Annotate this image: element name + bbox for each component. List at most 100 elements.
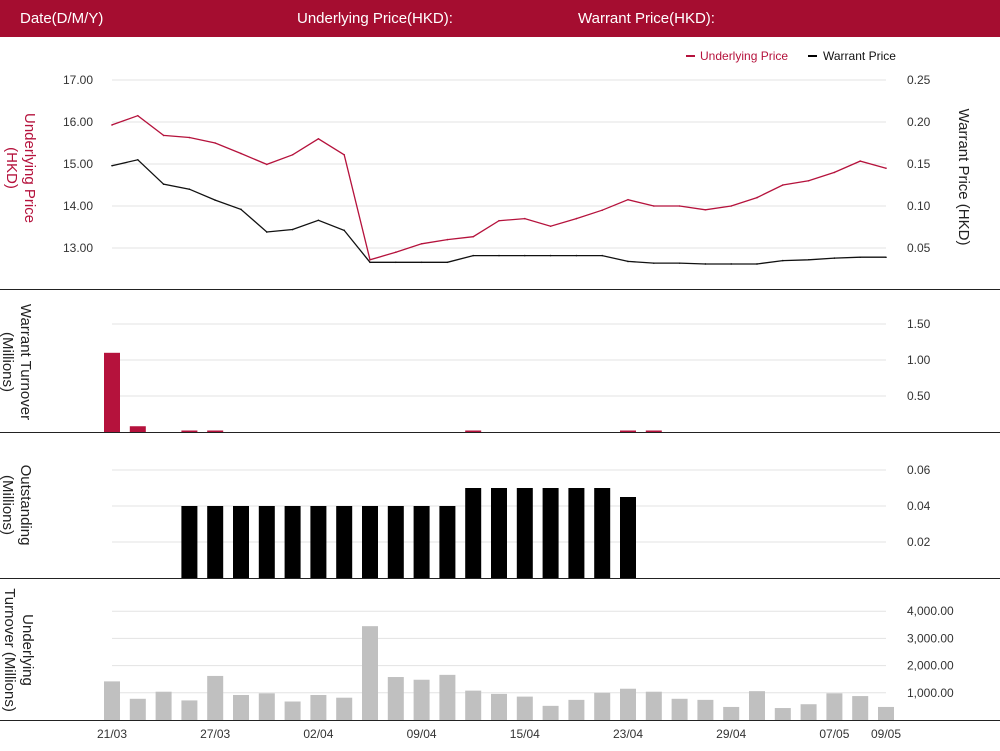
underlying-turnover-bar bbox=[645, 691, 662, 720]
underlying-turnover-axis-title-line: Underlying bbox=[19, 614, 36, 686]
legend-warrant-label: Warrant Price bbox=[823, 49, 896, 63]
outstanding-bar bbox=[542, 488, 559, 578]
underlying-price-point bbox=[549, 225, 552, 227]
left-axis-tick-label: 15.00 bbox=[63, 157, 93, 171]
warrant-turnover-tick-label: 0.50 bbox=[907, 389, 931, 403]
underlying-turnover-bar bbox=[800, 704, 817, 720]
underlying-turnover-panel: 1,000.00 2,000.00 3,000.00 4,000.00 Underlyi… bbox=[0, 588, 1000, 721]
warrant-price-point bbox=[756, 263, 758, 265]
underlying-price-point bbox=[859, 160, 861, 162]
underlying-price-point bbox=[756, 196, 758, 199]
x-axis-tick-label: 29/04 bbox=[716, 727, 746, 741]
x-axis-tick-label: 15/04 bbox=[510, 727, 540, 741]
underlying-turnover-bar bbox=[542, 705, 559, 720]
warrant-price-point bbox=[395, 261, 397, 264]
left-axis-tick-label: 16.00 bbox=[63, 115, 93, 129]
underlying-turnover-bar bbox=[774, 708, 791, 720]
underlying-price-point bbox=[343, 153, 346, 156]
underlying-price-point bbox=[601, 209, 603, 211]
right-axis-tick-label: 0.15 bbox=[907, 157, 931, 171]
outstanding-tick-label: 0.04 bbox=[907, 499, 931, 513]
underlying-turnover-bar bbox=[723, 706, 740, 720]
warrant-turnover-bar bbox=[620, 430, 636, 432]
underlying-turnover-bar bbox=[310, 694, 327, 720]
warrant-price-point bbox=[266, 231, 268, 233]
warrant-price-label: Warrant Price(HKD): bbox=[578, 10, 715, 27]
underlying-turnover-bar bbox=[104, 681, 120, 720]
underlying-turnover-bar bbox=[620, 688, 636, 720]
left-axis-tick-label: 14.00 bbox=[63, 199, 93, 213]
underlying-turnover-bar bbox=[516, 696, 533, 720]
warrant-turnover-bar bbox=[465, 430, 482, 432]
outstanding-axis-title-line: (Millions) bbox=[0, 475, 16, 535]
outstanding-bar bbox=[465, 488, 482, 578]
warrant-price-point bbox=[833, 257, 836, 259]
underlying-price-point bbox=[395, 251, 397, 253]
right-axis-tick-label: 0.05 bbox=[907, 241, 931, 255]
warrant-price-point bbox=[601, 254, 603, 257]
underlying-turnover-tick-label: 1,000.00 bbox=[907, 686, 954, 700]
underlying-price-point bbox=[575, 217, 578, 220]
right-axis-tick-label: 0.25 bbox=[907, 73, 931, 87]
underlying-price-point bbox=[782, 184, 784, 186]
right-axis-tick-label: 0.20 bbox=[907, 115, 931, 129]
x-axis-tick-label: 09/05 bbox=[871, 727, 901, 741]
underlying-turnover-bar bbox=[258, 693, 275, 720]
underlying-price-point bbox=[885, 167, 887, 169]
underlying-price-point bbox=[627, 198, 629, 201]
underlying-turnover-tick-label: 4,000.00 bbox=[907, 604, 954, 618]
left-axis-tick-label: 17.00 bbox=[63, 73, 93, 87]
underlying-price-point bbox=[833, 171, 836, 174]
outstanding-bar bbox=[568, 488, 585, 578]
x-axis-tick-label: 07/05 bbox=[819, 727, 849, 741]
underlying-price-point bbox=[446, 238, 449, 241]
outstanding-bar bbox=[207, 506, 224, 578]
underlying-turnover-bar bbox=[826, 693, 843, 720]
outstanding-bar bbox=[181, 506, 198, 578]
underlying-price-point bbox=[317, 138, 320, 140]
underlying-price-point bbox=[137, 114, 139, 117]
warrant-turnover-bar bbox=[645, 430, 662, 432]
underlying-price-point bbox=[291, 153, 294, 156]
outstanding-axis-title-line: Outstanding bbox=[17, 465, 34, 546]
warrant-price-point bbox=[782, 259, 784, 262]
warrant-price-point bbox=[549, 254, 552, 257]
underlying-price-point bbox=[369, 258, 371, 261]
underlying-turnover-bar bbox=[568, 699, 585, 720]
outstanding-tick-label: 0.06 bbox=[907, 463, 931, 477]
left-axis-tick-label: 13.00 bbox=[63, 241, 93, 255]
underlying-price-point bbox=[162, 134, 165, 137]
warrant-price-point bbox=[678, 262, 681, 264]
warrant-price-point bbox=[446, 261, 449, 264]
underlying-price-label: Underlying Price(HKD): bbox=[297, 10, 453, 27]
legend-underlying-label: Underlying Price bbox=[700, 49, 788, 63]
warrant-price-point bbox=[137, 159, 139, 161]
underlying-price-point bbox=[807, 180, 810, 182]
underlying-price-point bbox=[498, 219, 500, 222]
warrant-price-point bbox=[188, 188, 191, 190]
underlying-price-point bbox=[188, 136, 191, 139]
outstanding-panel: 0.02 0.04 0.06 Outstanding(Millions) bbox=[0, 463, 1000, 579]
underlying-turnover-bar bbox=[207, 675, 224, 720]
warrant-turnover-panel: 0.50 1.00 1.50 Warrant Turnover(Millions) bbox=[0, 304, 1000, 433]
underlying-turnover-bar bbox=[594, 692, 611, 720]
warrant-price-point bbox=[317, 219, 320, 222]
underlying-turnover-tick-label: 2,000.00 bbox=[907, 659, 954, 673]
warrant-turnover-bar bbox=[207, 430, 224, 432]
outstanding-bar bbox=[439, 506, 456, 578]
left-axis-title-line: (HKD) bbox=[3, 147, 20, 189]
outstanding-bar bbox=[594, 488, 611, 578]
warrant-price-point bbox=[807, 258, 810, 261]
warrant-price-point bbox=[627, 260, 629, 263]
outstanding-bar bbox=[362, 506, 378, 578]
warrant-turnover-axis-title-line: Warrant Turnover bbox=[17, 304, 34, 420]
x-axis-tick-label: 21/03 bbox=[97, 727, 127, 741]
underlying-turnover-bar bbox=[878, 706, 894, 720]
x-axis-tick-label: 02/04 bbox=[303, 727, 333, 741]
underlying-turnover-bar bbox=[233, 694, 249, 720]
right-axis-title: Warrant Price (HKD) bbox=[955, 109, 972, 246]
outstanding-bar bbox=[284, 506, 301, 578]
right-axis-title-line: Warrant Price (HKD) bbox=[955, 109, 972, 246]
warrant-price-point bbox=[498, 254, 500, 257]
warrant-price-point bbox=[859, 256, 861, 259]
